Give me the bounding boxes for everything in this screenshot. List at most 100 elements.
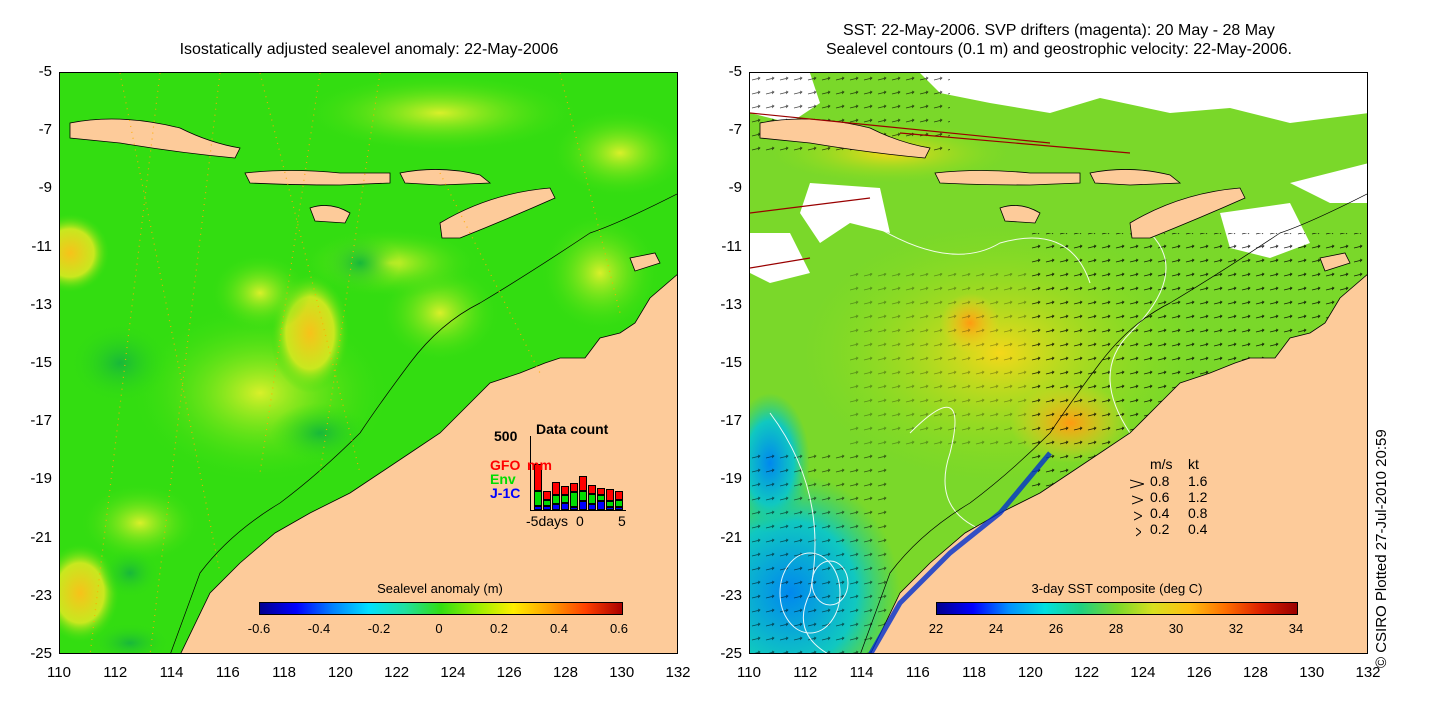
velocity-ms-value: 0.4	[1150, 505, 1170, 521]
data-count-bar-segment	[588, 493, 596, 505]
y-tick-label: -11	[721, 237, 742, 255]
data-count-bar-segment	[615, 490, 623, 500]
y-tick-label: -15	[720, 354, 742, 371]
data-count-bar-segment	[561, 495, 569, 503]
data-count-bar-segment	[543, 505, 551, 510]
data-count-bar-segment	[534, 490, 542, 506]
data-count-bar-segment	[552, 481, 560, 496]
y-tick-label: -21	[30, 528, 52, 546]
legend-gfo: GFO	[490, 457, 521, 473]
velocity-arrow-icon	[1135, 524, 1142, 537]
velocity-ms-value: 0.8	[1150, 473, 1170, 489]
colorbar-tick-label: -0.6	[247, 621, 271, 636]
right-panel-title-line2: Sealevel contours (0.1 m) and geostrophi…	[825, 41, 1292, 58]
data-count-xlabel-zero: 0	[576, 513, 584, 529]
colorbar-tick-label: 30	[1168, 621, 1184, 636]
data-count-xlabel-start: -5days	[526, 513, 569, 529]
data-count-bar-segment	[570, 507, 578, 510]
x-tick-label: 120	[327, 664, 353, 681]
y-tick-label: -17	[720, 412, 742, 430]
y-tick-label: -23	[30, 586, 52, 604]
data-count-bar-segment	[561, 502, 569, 510]
y-tick-label: -5	[38, 63, 52, 80]
data-count-bar-segment	[570, 492, 578, 508]
data-count-bar-segment	[561, 486, 569, 496]
data-count-bar-segment	[606, 501, 614, 508]
colorbar-tick-label: 0.4	[549, 621, 569, 636]
velocity-kt-value: 1.6	[1188, 473, 1208, 489]
x-tick-label: 126	[496, 664, 522, 681]
x-tick-label: 128	[552, 664, 578, 681]
data-count-xlabel-end: 5	[618, 513, 626, 529]
y-tick-label: -25	[30, 645, 52, 662]
colorbar-tick-label: 26	[1048, 621, 1064, 636]
data-count-bar-segment	[615, 499, 623, 508]
x-tick-label: 120	[1017, 664, 1043, 681]
x-tick-label: 124	[440, 664, 466, 681]
right-colorbar	[936, 602, 1298, 615]
data-count-bar-segment	[579, 490, 587, 502]
data-count-title: Data count	[536, 421, 609, 437]
y-tick-label: -19	[30, 470, 52, 488]
data-count-bar-segment	[606, 489, 614, 502]
data-count-bar-segment	[606, 507, 614, 510]
y-tick-label: -5	[728, 63, 742, 80]
x-tick-label: 112	[793, 664, 818, 681]
data-count-bar-segment	[570, 483, 578, 493]
data-count-bar-segment	[579, 501, 587, 510]
left-colorbar	[259, 602, 623, 615]
colorbar-tick-label: 22	[928, 621, 944, 636]
data-count-bar-segment	[615, 507, 623, 510]
x-tick-label: 118	[962, 664, 987, 681]
data-count-bar-segment	[588, 484, 596, 494]
data-count-bar-segment	[597, 501, 605, 510]
y-tick-label: -9	[38, 179, 52, 197]
velocity-kt-value: 0.8	[1188, 505, 1208, 521]
data-count-bar-segment	[534, 464, 542, 491]
data-count-axis	[530, 436, 626, 511]
x-tick-label: 116	[905, 664, 930, 681]
colorbar-tick-label: -0.2	[367, 621, 391, 636]
y-tick-label: -17	[30, 412, 52, 430]
velocity-legend-ms-header: m/s	[1150, 456, 1173, 472]
data-count-bar-segment	[552, 504, 560, 510]
y-tick-label: -23	[720, 586, 742, 604]
y-tick-label: -7	[38, 121, 52, 139]
x-tick-label: 118	[272, 664, 297, 681]
colorbar-tick-label: 0.6	[609, 621, 629, 636]
velocity-arrow-icon	[1129, 476, 1146, 489]
right-panel-title-line1: SST: 22-May-2006. SVP drifters (magenta)…	[843, 22, 1275, 39]
sst-map[interactable]	[749, 72, 1368, 654]
velocity-kt-value: 0.4	[1188, 521, 1208, 537]
velocity-ms-value: 0.2	[1150, 521, 1170, 537]
colorbar-tick-label: 0	[435, 621, 443, 636]
colorbar-tick-label: 32	[1228, 621, 1244, 636]
credit-text: © CSIRO Plotted 27-Jul-2010 20:59	[1373, 429, 1390, 668]
sealevel-anomaly-map[interactable]	[59, 72, 678, 654]
right-colorbar-title: 3-day SST composite (deg C)	[1031, 581, 1203, 596]
legend-mm: mm	[527, 457, 552, 473]
left-colorbar-title: Sealevel anomaly (m)	[377, 581, 503, 596]
velocity-arrow-icon	[1131, 492, 1145, 505]
x-tick-label: 130	[1299, 664, 1325, 681]
x-tick-label: 112	[103, 664, 128, 681]
y-tick-label: -9	[728, 179, 742, 197]
y-tick-label: -13	[30, 295, 52, 313]
left-panel-title: Isostatically adjusted sealevel anomaly:…	[179, 41, 559, 58]
x-tick-label: 122	[384, 664, 410, 681]
data-count-bar-segment	[597, 487, 605, 496]
y-tick-label: -25	[720, 645, 742, 662]
x-tick-label: 132	[1355, 664, 1381, 681]
x-tick-label: 132	[665, 664, 691, 681]
x-tick-label: 122	[1074, 664, 1100, 681]
x-tick-label: 124	[1130, 664, 1156, 681]
velocity-legend-kt-header: kt	[1188, 456, 1199, 472]
data-count-max: 500	[494, 428, 518, 444]
legend-env: Env	[490, 471, 516, 487]
x-tick-label: 110	[737, 664, 761, 681]
x-tick-label: 110	[47, 664, 71, 681]
data-count-bar-segment	[543, 490, 551, 500]
y-tick-label: -21	[720, 528, 742, 546]
x-tick-label: 128	[1242, 664, 1268, 681]
data-count-bar-segment	[588, 504, 596, 510]
